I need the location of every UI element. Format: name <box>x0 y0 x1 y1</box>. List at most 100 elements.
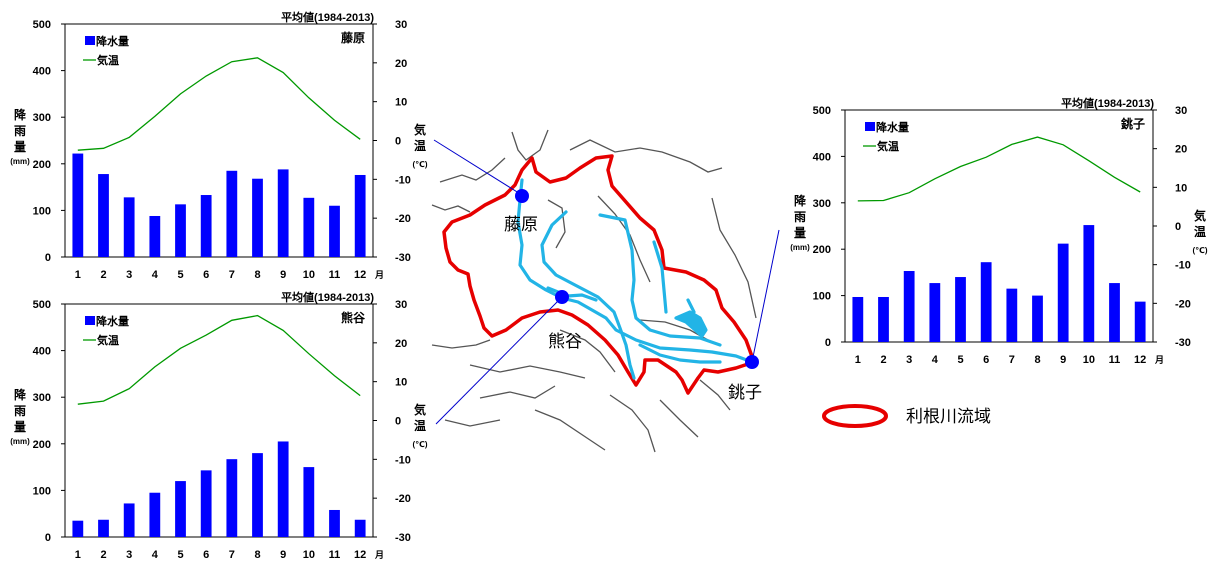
right-tick-label: -30 <box>395 532 411 544</box>
station-point-choshi <box>745 355 759 369</box>
precip-bar <box>1134 301 1146 342</box>
station-name: 藤原 <box>340 30 365 45</box>
x-tick-label: 12 <box>354 269 366 281</box>
precip-bar <box>123 503 135 537</box>
y-left-unit: (mm) <box>10 157 30 166</box>
x-tick-label: 7 <box>229 269 235 281</box>
right-tick-label: 20 <box>1175 144 1187 156</box>
x-tick-label: 6 <box>983 354 989 366</box>
right-tick-label: -20 <box>395 493 411 505</box>
period-label: 平均値(1984-2013) <box>281 10 374 24</box>
leader-line-fujiwara <box>433 139 523 196</box>
precip-bar <box>354 174 366 257</box>
left-tick-label: 200 <box>813 244 831 256</box>
left-tick-label: 0 <box>45 252 51 264</box>
x-tick-label: 12 <box>354 549 366 561</box>
station-point-fujiwara <box>515 189 529 203</box>
right-tick-label: 30 <box>395 299 407 311</box>
precip-bar <box>903 271 915 342</box>
precip-bar <box>329 509 340 537</box>
precip-bar <box>303 197 315 257</box>
precip-bar <box>226 459 238 537</box>
x-tick-label: 7 <box>1009 354 1015 366</box>
x-tick-label: 2 <box>100 269 106 281</box>
x-tick-label: 6 <box>203 269 209 281</box>
legend-bar-swatch <box>85 316 95 325</box>
left-tick-label: 0 <box>825 337 831 349</box>
y-left-label-char: 降 <box>14 387 27 402</box>
station-point-kumagaya <box>555 290 569 304</box>
left-tick-label: 100 <box>33 485 51 497</box>
x-tick-label: 5 <box>177 269 183 281</box>
x-tick-label: 11 <box>1109 354 1121 366</box>
x-tick-label: 7 <box>229 549 235 561</box>
x-unit-label: 月 <box>1154 355 1164 365</box>
x-tick-label: 4 <box>152 549 159 561</box>
precip-bar <box>852 296 864 342</box>
precip-bar <box>329 205 340 257</box>
y-left-unit: (mm) <box>790 243 810 252</box>
precip-bar <box>878 296 889 342</box>
precip-bar <box>980 262 992 342</box>
precip-bar <box>955 277 966 342</box>
x-tick-label: 8 <box>254 549 260 561</box>
x-tick-label: 4 <box>152 269 159 281</box>
precip-bar <box>98 174 109 257</box>
y-right-label-char: 気 <box>1194 208 1206 223</box>
y-left-unit: (mm) <box>10 437 30 446</box>
x-tick-label: 3 <box>126 549 132 561</box>
x-tick-label: 9 <box>280 549 286 561</box>
precip-bar <box>929 283 941 342</box>
left-tick-label: 400 <box>813 151 831 163</box>
x-tick-label: 2 <box>100 549 106 561</box>
right-tick-label: -20 <box>395 213 411 225</box>
precip-bar <box>175 204 186 257</box>
x-tick-label: 8 <box>1034 354 1040 366</box>
right-tick-label: 10 <box>1175 182 1187 194</box>
x-tick-label: 8 <box>254 269 260 281</box>
precip-bar <box>252 178 263 257</box>
left-tick-label: 500 <box>33 299 51 311</box>
x-tick-label: 9 <box>1060 354 1066 366</box>
precip-bar <box>72 520 84 537</box>
x-tick-label: 4 <box>932 354 939 366</box>
precip-bar <box>149 492 161 537</box>
legend-temp-label: 気温 <box>97 53 119 67</box>
left-tick-label: 400 <box>33 66 51 78</box>
y-left-label-char: 降 <box>14 107 27 122</box>
left-tick-label: 500 <box>813 105 831 117</box>
precip-bar <box>123 197 135 257</box>
x-tick-label: 10 <box>303 269 315 281</box>
legend-precip-label: 降水量 <box>876 120 909 134</box>
right-tick-label: 30 <box>395 19 407 31</box>
x-tick-label: 11 <box>329 549 341 561</box>
y-right-label-char: 温 <box>414 139 426 153</box>
leader-line-kumagaya <box>435 296 563 425</box>
x-tick-label: 3 <box>906 354 912 366</box>
left-tick-label: 300 <box>33 112 51 124</box>
right-tick-label: 0 <box>395 416 401 428</box>
precip-bar <box>1006 288 1018 342</box>
basin-legend: 利根川流域 <box>822 404 991 428</box>
precip-bar <box>149 215 161 257</box>
x-tick-label: 6 <box>203 549 209 561</box>
x-tick-label: 1 <box>75 549 81 561</box>
left-tick-label: 100 <box>813 291 831 303</box>
tone-river-basin-map: 藤原 熊谷 銚子 <box>431 129 780 453</box>
left-tick-label: 400 <box>33 346 51 358</box>
right-tick-label: 0 <box>1175 221 1181 233</box>
precip-bar <box>277 169 289 257</box>
left-tick-label: 500 <box>33 19 51 31</box>
boundary-lines <box>431 129 757 453</box>
legend-precip-label: 降水量 <box>96 34 129 48</box>
y-left-label-char: 降 <box>794 193 807 208</box>
x-tick-label: 11 <box>329 269 341 281</box>
right-tick-label: 20 <box>395 338 407 350</box>
x-tick-label: 10 <box>1083 354 1095 366</box>
x-tick-label: 2 <box>880 354 886 366</box>
x-tick-label: 5 <box>957 354 963 366</box>
precip-bar <box>252 453 263 537</box>
right-tick-label: 20 <box>395 58 407 70</box>
